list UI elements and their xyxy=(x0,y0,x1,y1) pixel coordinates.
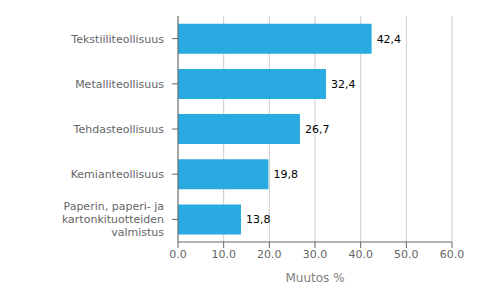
svg-text:13,8: 13,8 xyxy=(246,213,271,226)
svg-text:50.0: 50.0 xyxy=(394,248,419,261)
svg-text:10.0: 10.0 xyxy=(211,248,236,261)
svg-text:Paperin, paperi- jakartonkituo: Paperin, paperi- jakartonkituotteidenval… xyxy=(62,200,164,239)
svg-text:40.0: 40.0 xyxy=(348,248,373,261)
svg-text:26,7: 26,7 xyxy=(305,123,330,136)
svg-text:Tekstiiliteollisuus: Tekstiiliteollisuus xyxy=(70,32,164,45)
svg-text:Kemianteollisuus: Kemianteollisuus xyxy=(71,168,165,181)
svg-text:Metalliteollisuus: Metalliteollisuus xyxy=(75,77,164,90)
svg-text:30.0: 30.0 xyxy=(303,248,328,261)
svg-text:42,4: 42,4 xyxy=(377,33,402,46)
svg-text:32,4: 32,4 xyxy=(331,78,356,91)
svg-text:60.0: 60.0 xyxy=(440,248,465,261)
svg-text:19,8: 19,8 xyxy=(273,168,298,181)
svg-text:Muutos %: Muutos % xyxy=(285,271,344,285)
svg-text:0.0: 0.0 xyxy=(169,248,187,261)
svg-text:Tehdasteollisuus: Tehdasteollisuus xyxy=(73,123,165,136)
svg-text:20.0: 20.0 xyxy=(257,248,282,261)
